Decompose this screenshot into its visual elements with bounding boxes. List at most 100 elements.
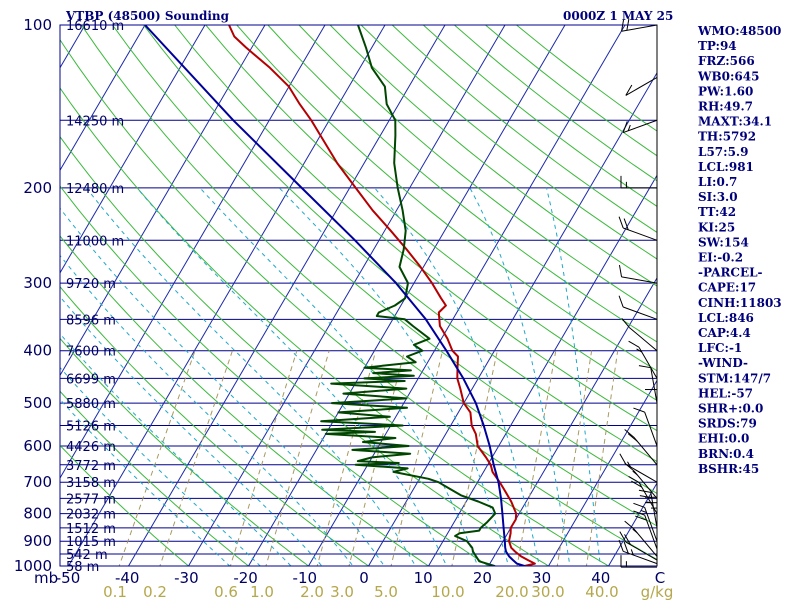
- index-line: EI:-0.2: [698, 251, 743, 265]
- height-label: 5126 m: [66, 420, 116, 435]
- moist-adiabat-line: [60, 398, 231, 566]
- pressure-tick-label: 500: [23, 394, 52, 412]
- isotherm-line: [60, 25, 146, 172]
- sounding-time: 0000Z 1 MAY 25: [563, 9, 673, 23]
- moist-adiabat-line: [546, 187, 601, 566]
- wind-barb-flag: [631, 480, 642, 488]
- wind-barb-flag: [633, 502, 645, 508]
- wind-barb-flag: [628, 475, 640, 483]
- wind-barb-flag: [622, 121, 628, 133]
- dry-adiabat-line: [80, 25, 657, 527]
- dry-adiabat-line: [205, 25, 657, 401]
- index-line: CINH:11803: [698, 296, 782, 310]
- wind-barb-flag: [623, 541, 629, 554]
- parcel-profile-line: [144, 25, 526, 566]
- isotherm-line: [367, 71, 657, 566]
- index-line: CAP:4.4: [698, 326, 751, 340]
- wind-barb-flag: [624, 520, 635, 530]
- index-line: TT:42: [698, 205, 736, 219]
- mixing-ratio-tick-label: 1.0: [250, 583, 274, 600]
- height-label: 58 m: [66, 560, 99, 575]
- height-label: 16610 m: [66, 19, 124, 34]
- height-label: 12480 m: [66, 182, 124, 197]
- moist-adiabat-line: [85, 187, 416, 566]
- wind-barb-flag: [619, 453, 627, 465]
- index-line: EHI:0.0: [698, 432, 749, 446]
- height-label: 2032 m: [66, 508, 116, 523]
- height-label: 8596 m: [66, 313, 116, 328]
- pressure-tick-label: 900: [23, 532, 52, 550]
- mixing-ratio-tick-label: 0.1: [103, 583, 127, 600]
- wind-barb-staff: [644, 411, 658, 447]
- wind-barb-flag: [627, 124, 631, 131]
- dry-adiabat-line: [60, 87, 610, 566]
- dry-adiabat-line: [60, 337, 310, 566]
- mixing-ratio-tick-label: 20.0: [495, 583, 528, 600]
- wind-barb-flag: [624, 429, 635, 438]
- moist-adiabat-line: [136, 187, 448, 566]
- wind-barb-flag: [623, 218, 629, 230]
- height-label: 3158 m: [66, 476, 116, 491]
- dry-adiabat-line: [60, 38, 657, 561]
- mb-axis-label: mb: [34, 569, 58, 587]
- wind-barb-staff: [623, 550, 658, 565]
- mixing-ratio-line: [390, 350, 444, 566]
- index-line: TP:94: [698, 39, 737, 53]
- wind-barb-flag: [625, 84, 633, 96]
- mixing-ratio-tick-label: 3.0: [330, 583, 354, 600]
- isotherm-line: [60, 25, 266, 377]
- wind-barb-staff: [644, 514, 658, 550]
- dry-adiabat-line: [60, 444, 190, 566]
- isotherm-line: [427, 174, 657, 566]
- temperature-tick-label: -30: [174, 569, 199, 587]
- temperature-tick-label: C: [655, 569, 665, 587]
- isotherm-line: [60, 25, 206, 274]
- wind-barb-staff: [633, 436, 658, 466]
- moist-adiabat-line: [469, 187, 571, 566]
- wind-barb-staff: [625, 463, 658, 483]
- height-label: 1015 m: [66, 535, 116, 550]
- mixing-ratio-tick-label: 30.0: [531, 583, 564, 600]
- wind-barb-flag: [621, 19, 625, 32]
- wind-barb-staff: [629, 327, 658, 352]
- index-line: CAPE:17: [698, 281, 756, 295]
- dry-adiabat-line: [236, 25, 657, 372]
- isotherm-line: [247, 25, 566, 566]
- height-label: 542 m: [66, 548, 108, 563]
- wind-barb-flag: [618, 295, 624, 308]
- mixing-ratio-tick-label: 0.2: [143, 583, 167, 600]
- mixing-ratio-line: [451, 350, 498, 566]
- dry-adiabat-line: [60, 185, 490, 566]
- mixing-ratio-tick-label: 10.0: [431, 583, 464, 600]
- index-line: RH:49.7: [698, 100, 753, 114]
- index-line: TH:5792: [698, 130, 756, 144]
- wind-barb-staff: [625, 76, 658, 96]
- temperature-tick-label: -40: [115, 569, 140, 587]
- wind-barb-flag: [618, 539, 624, 552]
- index-line: STM:147/7: [698, 371, 771, 385]
- index-line: SRDS:79: [698, 417, 757, 431]
- pressure-tick-label: 800: [23, 505, 52, 523]
- index-line: SHR+:0.0: [698, 402, 763, 416]
- wind-barb-staff: [625, 541, 658, 561]
- height-label: 2577 m: [66, 492, 116, 507]
- mixing-ratio-line: [516, 350, 557, 566]
- wind-barb-flag: [633, 510, 645, 516]
- height-label: 9720 m: [66, 277, 116, 292]
- index-line: SW:154: [698, 235, 749, 249]
- dry-adiabat-line: [111, 25, 657, 495]
- wind-barb-flag: [640, 509, 647, 513]
- dry-adiabat-line: [142, 25, 657, 463]
- index-line: KI:25: [698, 220, 735, 234]
- isotherm-line: [60, 25, 326, 479]
- pressure-tick-label: 1000: [14, 557, 52, 575]
- dewpoint-profile-line: [320, 25, 497, 566]
- isotherm-line: [547, 379, 657, 566]
- mixing-ratio-tick-label: 5.0: [374, 583, 398, 600]
- temperature-tick-label: -50: [56, 569, 81, 587]
- wind-barb-flag: [624, 534, 631, 546]
- wind-barb-flag: [636, 348, 642, 353]
- pressure-tick-label: 600: [23, 437, 52, 455]
- wind-barb-staff: [638, 482, 658, 514]
